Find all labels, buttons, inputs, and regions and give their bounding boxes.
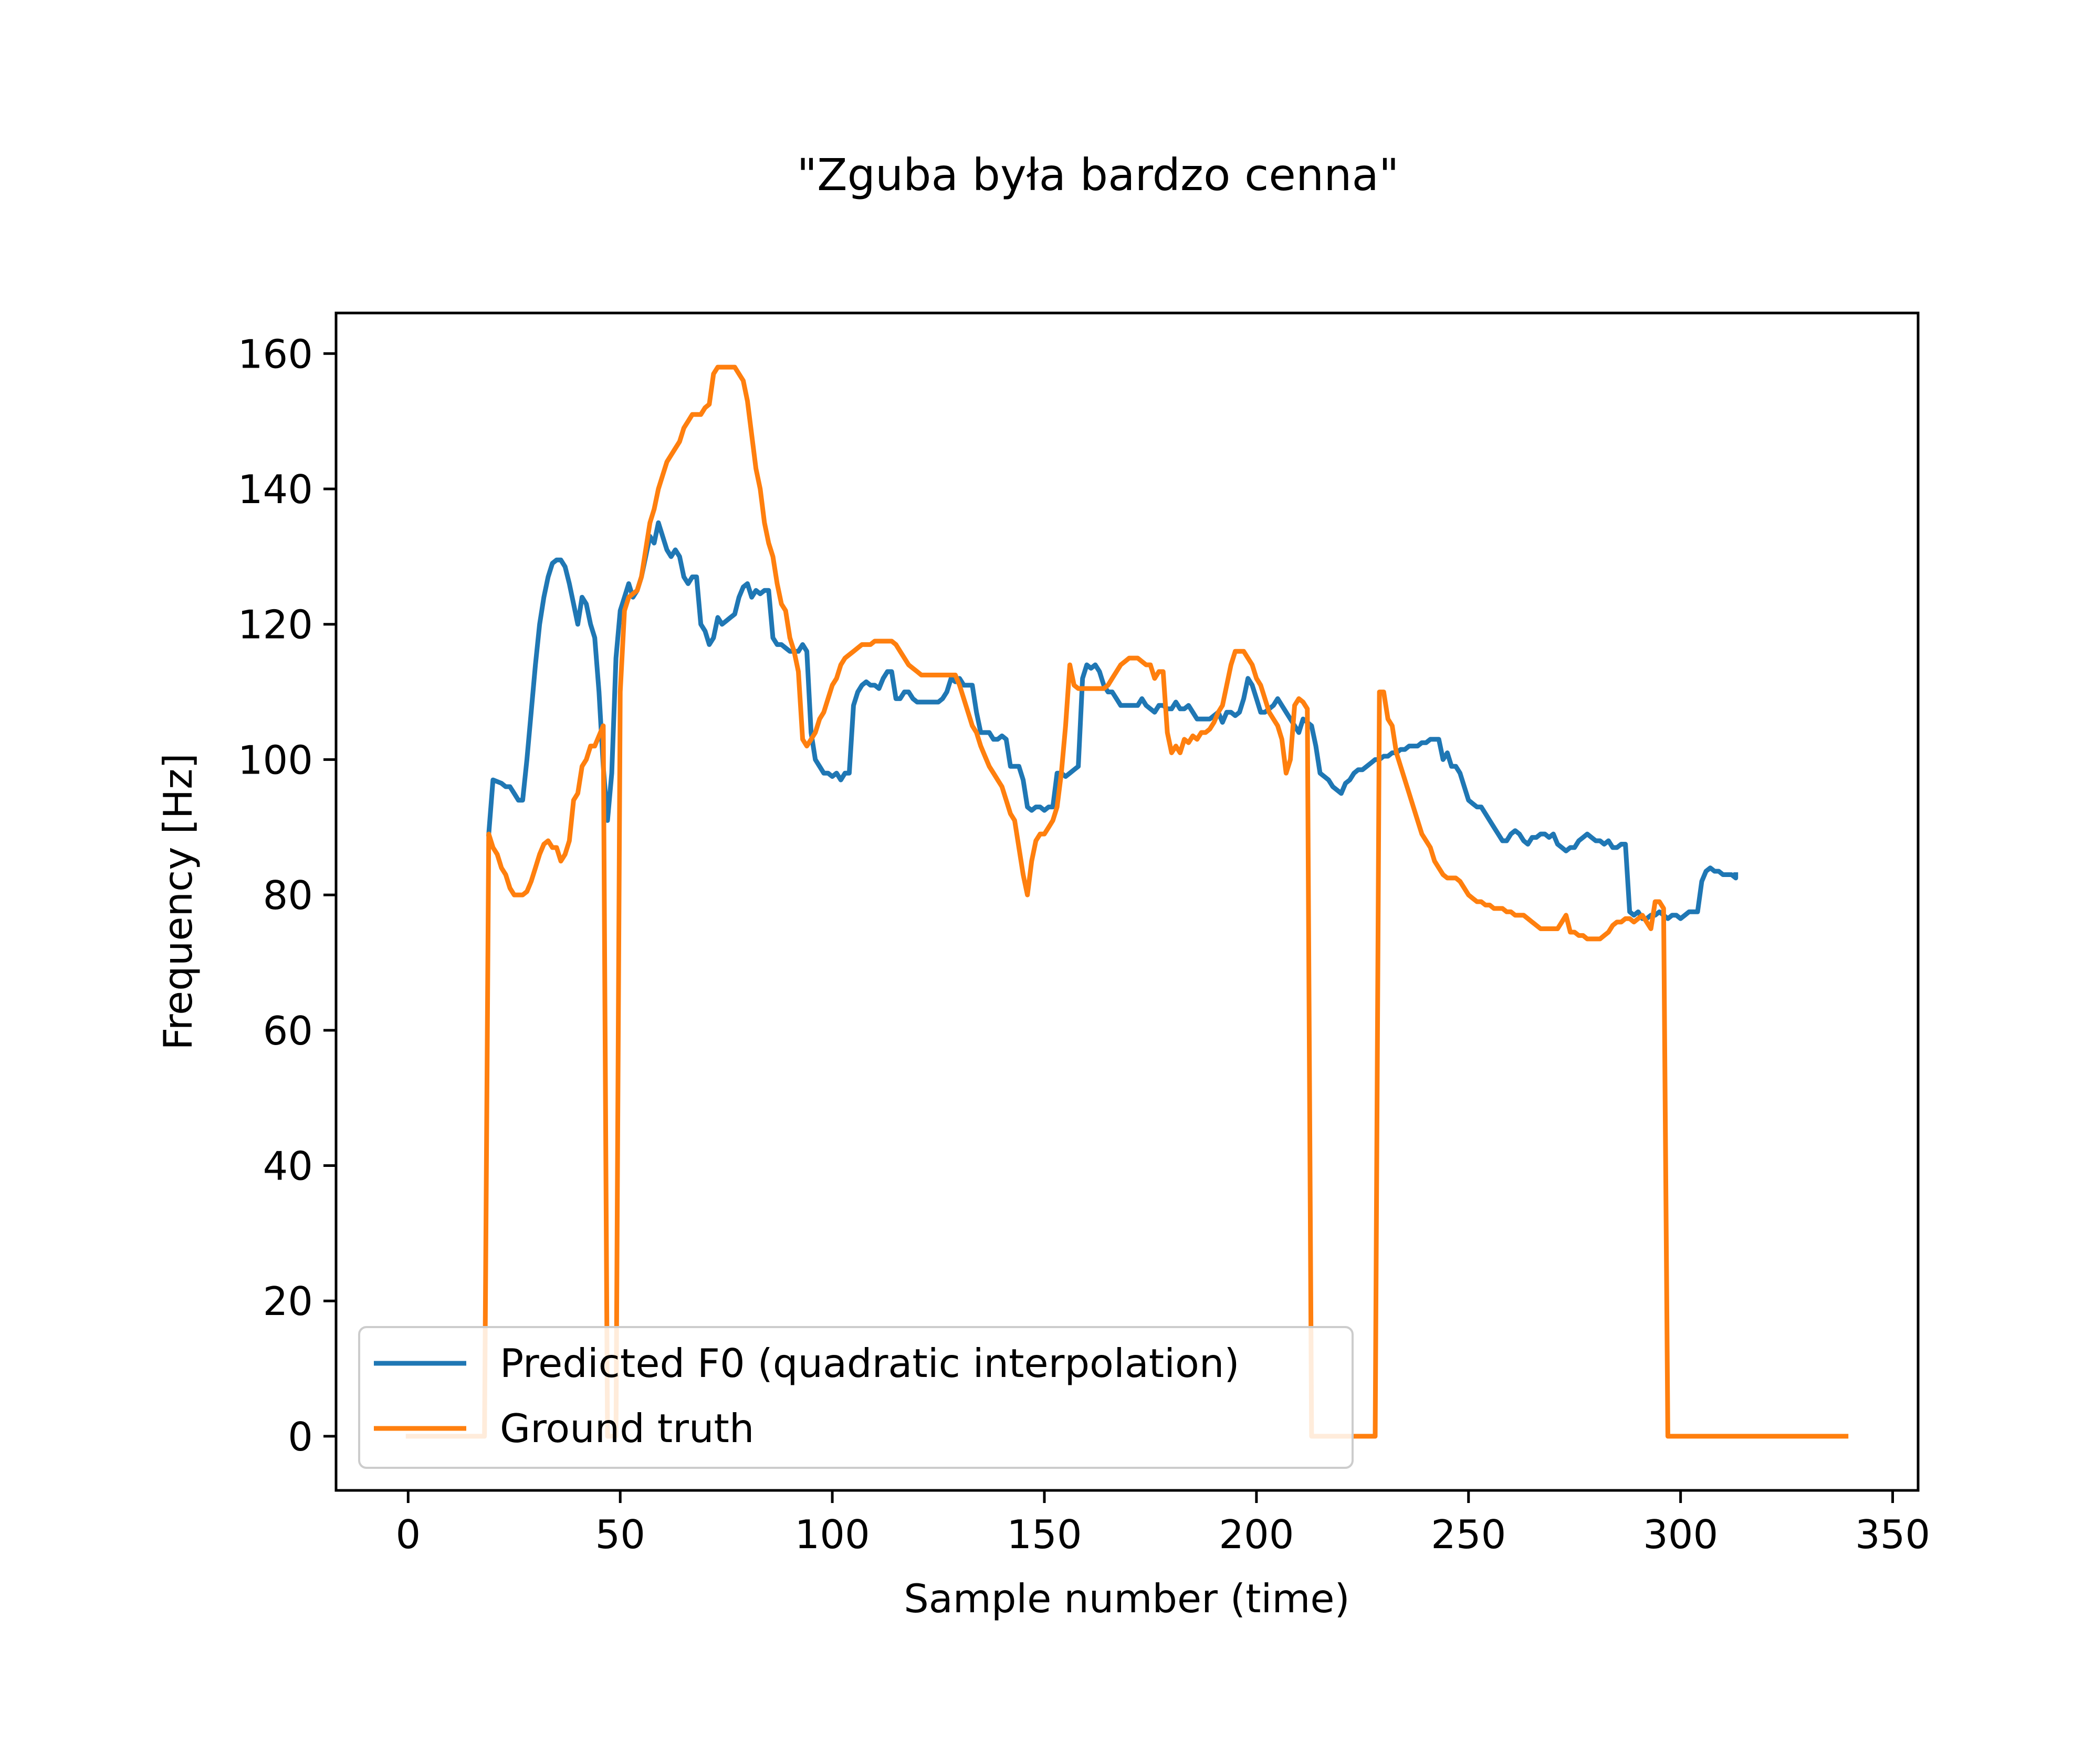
legend-box <box>358 1326 1354 1469</box>
y-tick-label: 80 <box>263 872 313 918</box>
y-tick-label: 20 <box>263 1278 313 1324</box>
x-axis-label: Sample number (time) <box>904 1575 1350 1622</box>
y-tick-label: 40 <box>263 1143 313 1189</box>
series-line-1 <box>405 364 1849 1439</box>
x-tick-label: 200 <box>1219 1511 1294 1558</box>
y-tick-label: 60 <box>263 1008 313 1054</box>
y-tick-label: 120 <box>238 602 313 648</box>
y-tick-label: 140 <box>238 466 313 513</box>
y-axis: 0 20 40 60 80 100 120 140 160 <box>238 331 336 1460</box>
series-line-0 <box>486 520 1739 921</box>
y-tick-label: 0 <box>288 1414 313 1460</box>
legend: Predicted F0 (quadratic interpolation) G… <box>358 1326 1354 1469</box>
x-axis: 0 50 100 150 200 250 300 350 <box>395 1490 1930 1558</box>
chart-title: "Zguba była bardzo cenna" <box>797 149 1399 201</box>
legend-label-predicted: Predicted F0 (quadratic interpolation) <box>500 1340 1240 1386</box>
y-axis-label: Frequency [Hz] <box>155 753 201 1050</box>
y-tick-label: 100 <box>238 737 313 783</box>
plot-frame <box>334 311 1920 1492</box>
x-tick-label: 150 <box>1007 1511 1082 1558</box>
legend-label-ground-truth: Ground truth <box>500 1405 754 1452</box>
y-tick-label: 160 <box>238 331 313 377</box>
x-tick-label: 50 <box>595 1511 645 1558</box>
x-tick-label: 100 <box>795 1511 870 1558</box>
x-tick-label: 250 <box>1431 1511 1506 1558</box>
x-tick-label: 300 <box>1643 1511 1718 1558</box>
x-tick-label: 350 <box>1855 1511 1930 1558</box>
x-tick-label: 0 <box>395 1511 421 1558</box>
plot-lines <box>405 364 1849 1439</box>
